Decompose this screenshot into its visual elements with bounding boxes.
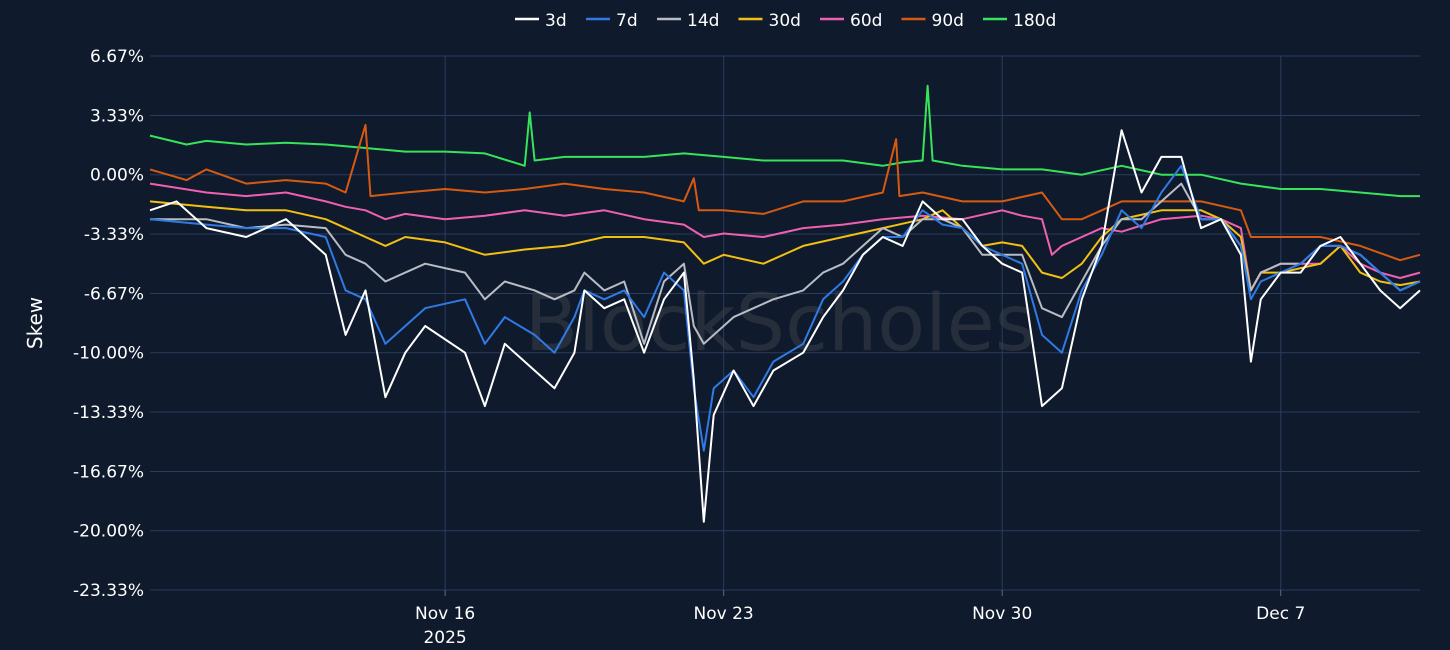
y-axis: 6.67% 3.33% 0.00% -3.33% -6.67% -10.00% -13.33…	[73, 47, 144, 601]
y-tick-label: 0.00%	[90, 166, 144, 186]
legend-item-180d[interactable]: 180d	[983, 11, 1056, 31]
y-tick-label: -13.33%	[73, 403, 144, 423]
y-tick-label: -6.67%	[84, 284, 144, 304]
x-tick-label: Nov 30	[972, 604, 1032, 624]
y-tick-label: 6.67%	[90, 47, 144, 67]
y-axis-title: Skew	[23, 297, 47, 349]
series-line-7d	[149, 164, 1421, 452]
x-tick-label: Dec 7	[1256, 604, 1305, 624]
legend-label: 14d	[687, 11, 719, 31]
legend-item-90d[interactable]: 90d	[901, 11, 964, 31]
legend-item-3d[interactable]: 3d	[515, 11, 567, 31]
legend-label: 90d	[932, 11, 964, 31]
x-tick-label: Nov 23	[694, 604, 754, 624]
legend-label: 30d	[769, 11, 801, 31]
y-tick-label: -10.00%	[73, 344, 144, 364]
y-tick-label: -16.67%	[73, 462, 144, 482]
legend-item-7d[interactable]: 7d	[586, 11, 638, 31]
series-line-180d	[149, 84, 1420, 198]
legend-item-60d[interactable]: 60d	[820, 11, 882, 31]
watermark-logo: BlockScholes	[525, 279, 1036, 369]
series-lines	[149, 84, 1421, 523]
legend-item-14d[interactable]: 14d	[657, 11, 719, 31]
x-tick-label: Nov 16	[415, 604, 475, 624]
legend-label: 7d	[616, 11, 638, 31]
legend-label: 3d	[545, 11, 567, 31]
x-tick-year-label: 2025	[423, 628, 466, 648]
legend[interactable]: 3d 7d 14d 30d 60d 90d 180d	[515, 11, 1056, 31]
grid	[150, 55, 1420, 591]
y-tick-label: -20.00%	[73, 522, 144, 542]
x-axis: Nov 16 2025 Nov 23 Nov 30 Dec 7	[415, 590, 1305, 648]
y-tick-label: -23.33%	[73, 581, 144, 601]
y-tick-label: -3.33%	[84, 225, 144, 245]
legend-label: 180d	[1013, 11, 1056, 31]
legend-label: 60d	[850, 11, 882, 31]
y-tick-label: 3.33%	[90, 106, 144, 126]
series-line-3d	[149, 129, 1421, 523]
series-line-90d	[149, 123, 1421, 262]
legend-item-30d[interactable]: 30d	[738, 11, 801, 31]
